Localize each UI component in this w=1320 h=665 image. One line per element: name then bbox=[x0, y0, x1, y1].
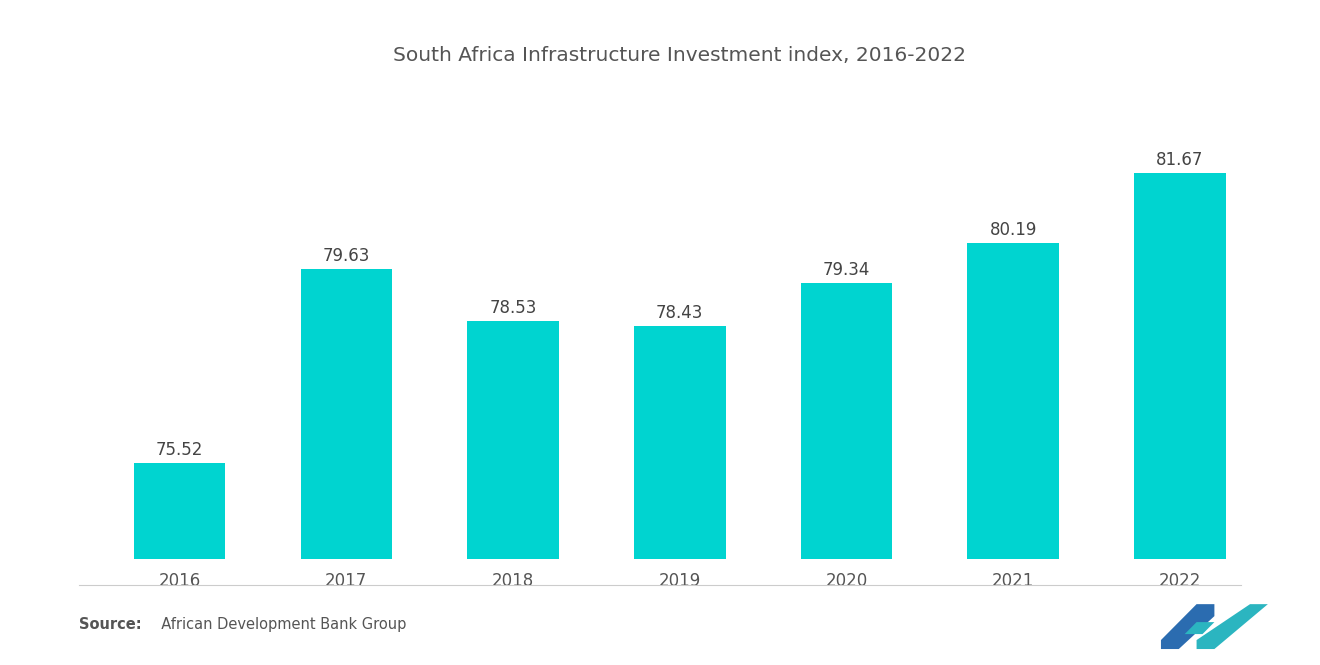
Title: South Africa Infrastructure Investment index, 2016-2022: South Africa Infrastructure Investment i… bbox=[393, 47, 966, 65]
Text: 79.34: 79.34 bbox=[822, 261, 870, 279]
Text: 81.67: 81.67 bbox=[1156, 151, 1204, 169]
Bar bbox=[301, 269, 392, 665]
Bar bbox=[968, 243, 1059, 665]
Text: African Development Bank Group: African Development Bank Group bbox=[152, 616, 407, 632]
Text: Source:: Source: bbox=[79, 616, 141, 632]
Bar bbox=[634, 326, 726, 665]
Bar bbox=[467, 321, 558, 665]
Text: 79.63: 79.63 bbox=[322, 247, 370, 265]
Text: 78.43: 78.43 bbox=[656, 304, 704, 322]
Bar bbox=[133, 464, 226, 665]
Bar bbox=[801, 283, 892, 665]
Text: 80.19: 80.19 bbox=[990, 221, 1038, 239]
Bar bbox=[1134, 173, 1226, 665]
Text: 75.52: 75.52 bbox=[156, 442, 203, 460]
Text: 78.53: 78.53 bbox=[490, 299, 537, 317]
